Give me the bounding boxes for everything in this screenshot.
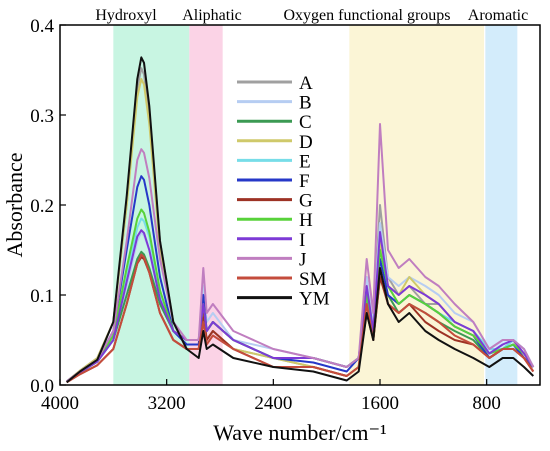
legend-label-G: G (299, 191, 313, 212)
y-tick-label: 0.3 (30, 106, 54, 127)
series-line-YM (66, 56, 534, 384)
region-labels: Hydroxyl Aliphatic Oxygen functional group… (95, 7, 528, 24)
region-label-2: Oxygen functional groups (283, 7, 450, 24)
y-tick-label: 0.1 (30, 286, 54, 307)
series-line-I (66, 229, 535, 383)
region-band-3 (485, 25, 518, 385)
series-line-SM (66, 253, 535, 384)
region-label-0: Hydroxyl (95, 7, 157, 24)
series-line-J (66, 123, 535, 383)
legend-label-F: F (299, 171, 310, 192)
y-axis-title: Absorbance (2, 152, 27, 257)
legend-label-SM: SM (299, 269, 327, 290)
legend-label-C: C (299, 112, 312, 133)
y-tick-label: 0.2 (30, 196, 54, 217)
x-tick-label: 2400 (254, 393, 292, 414)
legend-label-E: E (299, 151, 311, 172)
series-lines (66, 56, 535, 384)
legend-label-J: J (299, 249, 306, 270)
x-tick-label: 800 (472, 393, 501, 414)
legend-label-YM: YM (299, 289, 330, 310)
x-axis-title: Wave number/cm⁻¹ (213, 420, 386, 445)
legend-label-H: H (299, 210, 313, 231)
x-tick-label: 1600 (361, 393, 399, 414)
y-tick-label: 0.0 (30, 376, 54, 397)
x-tick-label: 4000 (41, 393, 79, 414)
legend-label-D: D (299, 132, 313, 153)
legend-label-A: A (299, 73, 313, 94)
x-tick-label: 3200 (148, 393, 186, 414)
y-tick-label: 0.4 (30, 16, 54, 37)
legend-label-B: B (299, 93, 312, 114)
legend-label-I: I (299, 230, 305, 251)
axis-ticks: 4000 3200 2400 1600 800 0.0 0.1 0.2 0.3 0.4 (30, 16, 501, 414)
region-label-3: Aromatic (468, 7, 528, 24)
region-label-1: Aliphatic (182, 7, 242, 24)
